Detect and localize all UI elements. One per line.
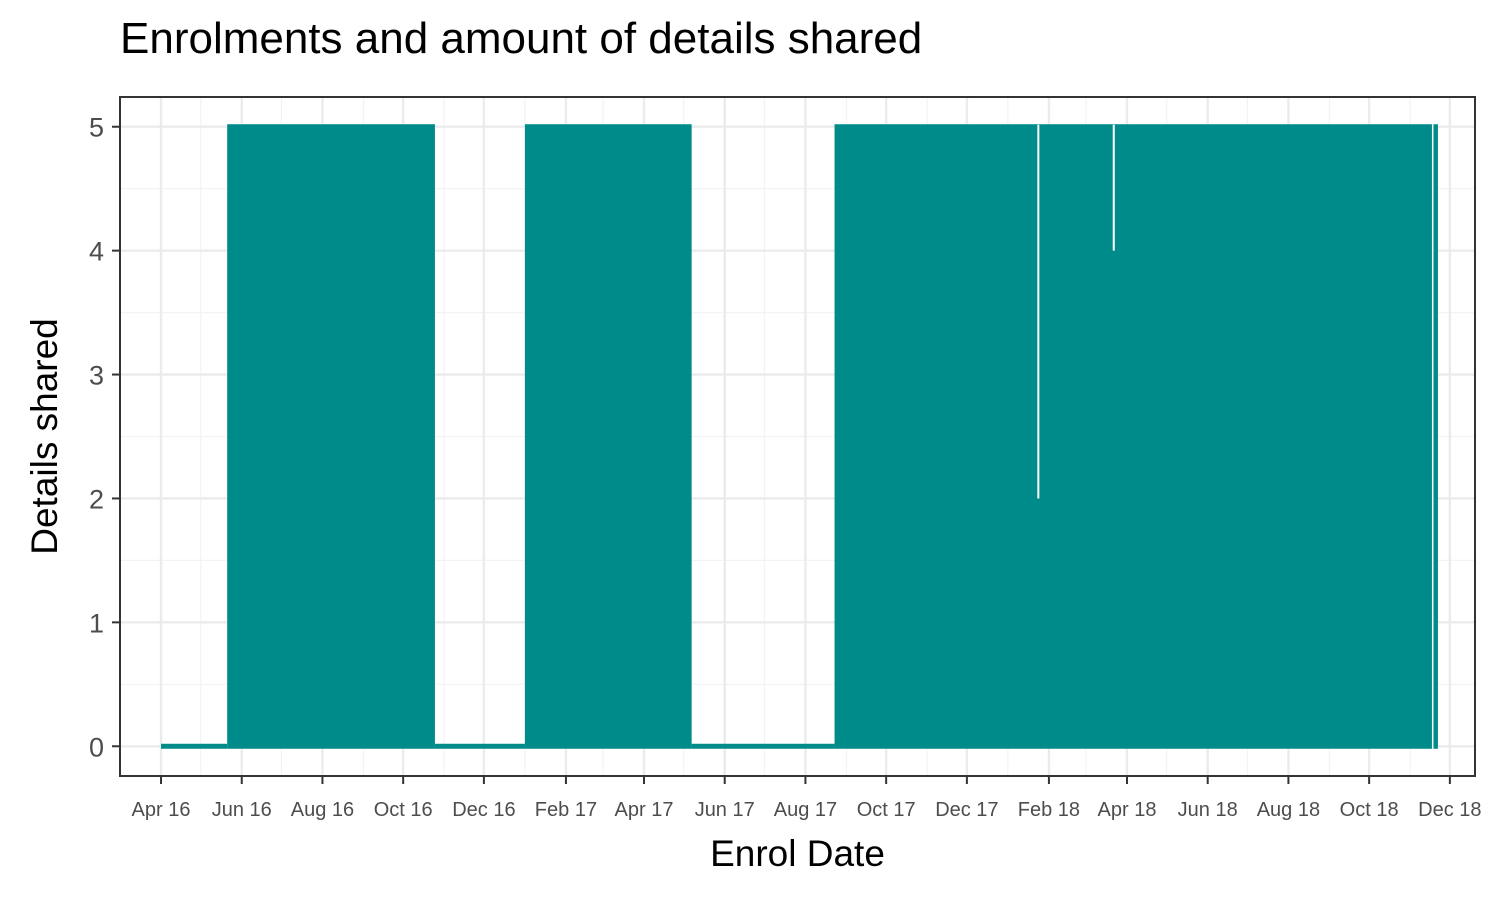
x-tick-label-12: Apr 18 — [1098, 799, 1157, 821]
x-tick-label-11: Feb 18 — [1018, 799, 1080, 821]
series-end-gap — [1431, 124, 1434, 749]
x-tick-label-15: Oct 18 — [1340, 799, 1399, 821]
data-series — [161, 124, 1438, 749]
x-tick-label-8: Aug 17 — [774, 799, 837, 821]
y-tick-label-0: 0 — [89, 732, 104, 762]
y-tick-label-3: 3 — [89, 361, 104, 391]
x-tick-labels: Apr 16 Jun 16 Aug 16 Oct 16 Dec 16 Feb 17 Apr … — [132, 799, 1482, 821]
x-tick-label-14: Aug 18 — [1257, 799, 1320, 821]
x-tick-label-6: Apr 17 — [615, 799, 674, 821]
axis-ticks — [112, 125, 1451, 784]
x-tick-label-5: Feb 17 — [535, 799, 597, 821]
chart-title: Enrolments and amount of details shared — [120, 14, 923, 63]
y-tick-label-5: 5 — [89, 113, 104, 143]
x-tick-label-4: Dec 16 — [452, 799, 515, 821]
series-segment-4 — [691, 743, 835, 749]
x-tick-label-9: Oct 17 — [857, 799, 916, 821]
x-tick-label-16: Dec 18 — [1418, 799, 1481, 821]
plot-panel-border — [119, 96, 1476, 777]
series-segment-2 — [434, 743, 525, 749]
x-tick-label-13: Jun 18 — [1178, 799, 1238, 821]
series-segment-1 — [227, 124, 435, 749]
x-tick-label-1: Jun 16 — [212, 799, 272, 821]
y-tick-label-2: 2 — [89, 484, 104, 514]
y-tick-labels: 0 1 2 3 4 5 — [89, 113, 104, 763]
x-tick-label-7: Jun 17 — [695, 799, 755, 821]
x-tick-label-10: Dec 17 — [935, 799, 998, 821]
x-tick-label-0: Apr 16 — [132, 799, 191, 821]
series-segment-0 — [161, 743, 228, 749]
y-axis-title: Details shared — [24, 318, 65, 555]
series-drop-1 — [1112, 124, 1115, 251]
y-tick-label-4: 4 — [89, 237, 104, 267]
series-segment-5 — [834, 124, 1438, 749]
series-drop-0 — [1037, 124, 1040, 499]
y-tick-label-1: 1 — [89, 608, 104, 638]
x-tick-label-2: Aug 16 — [291, 799, 354, 821]
series-segment-3 — [524, 124, 692, 749]
x-axis-title: Enrol Date — [710, 833, 885, 874]
x-tick-label-3: Oct 16 — [374, 799, 433, 821]
